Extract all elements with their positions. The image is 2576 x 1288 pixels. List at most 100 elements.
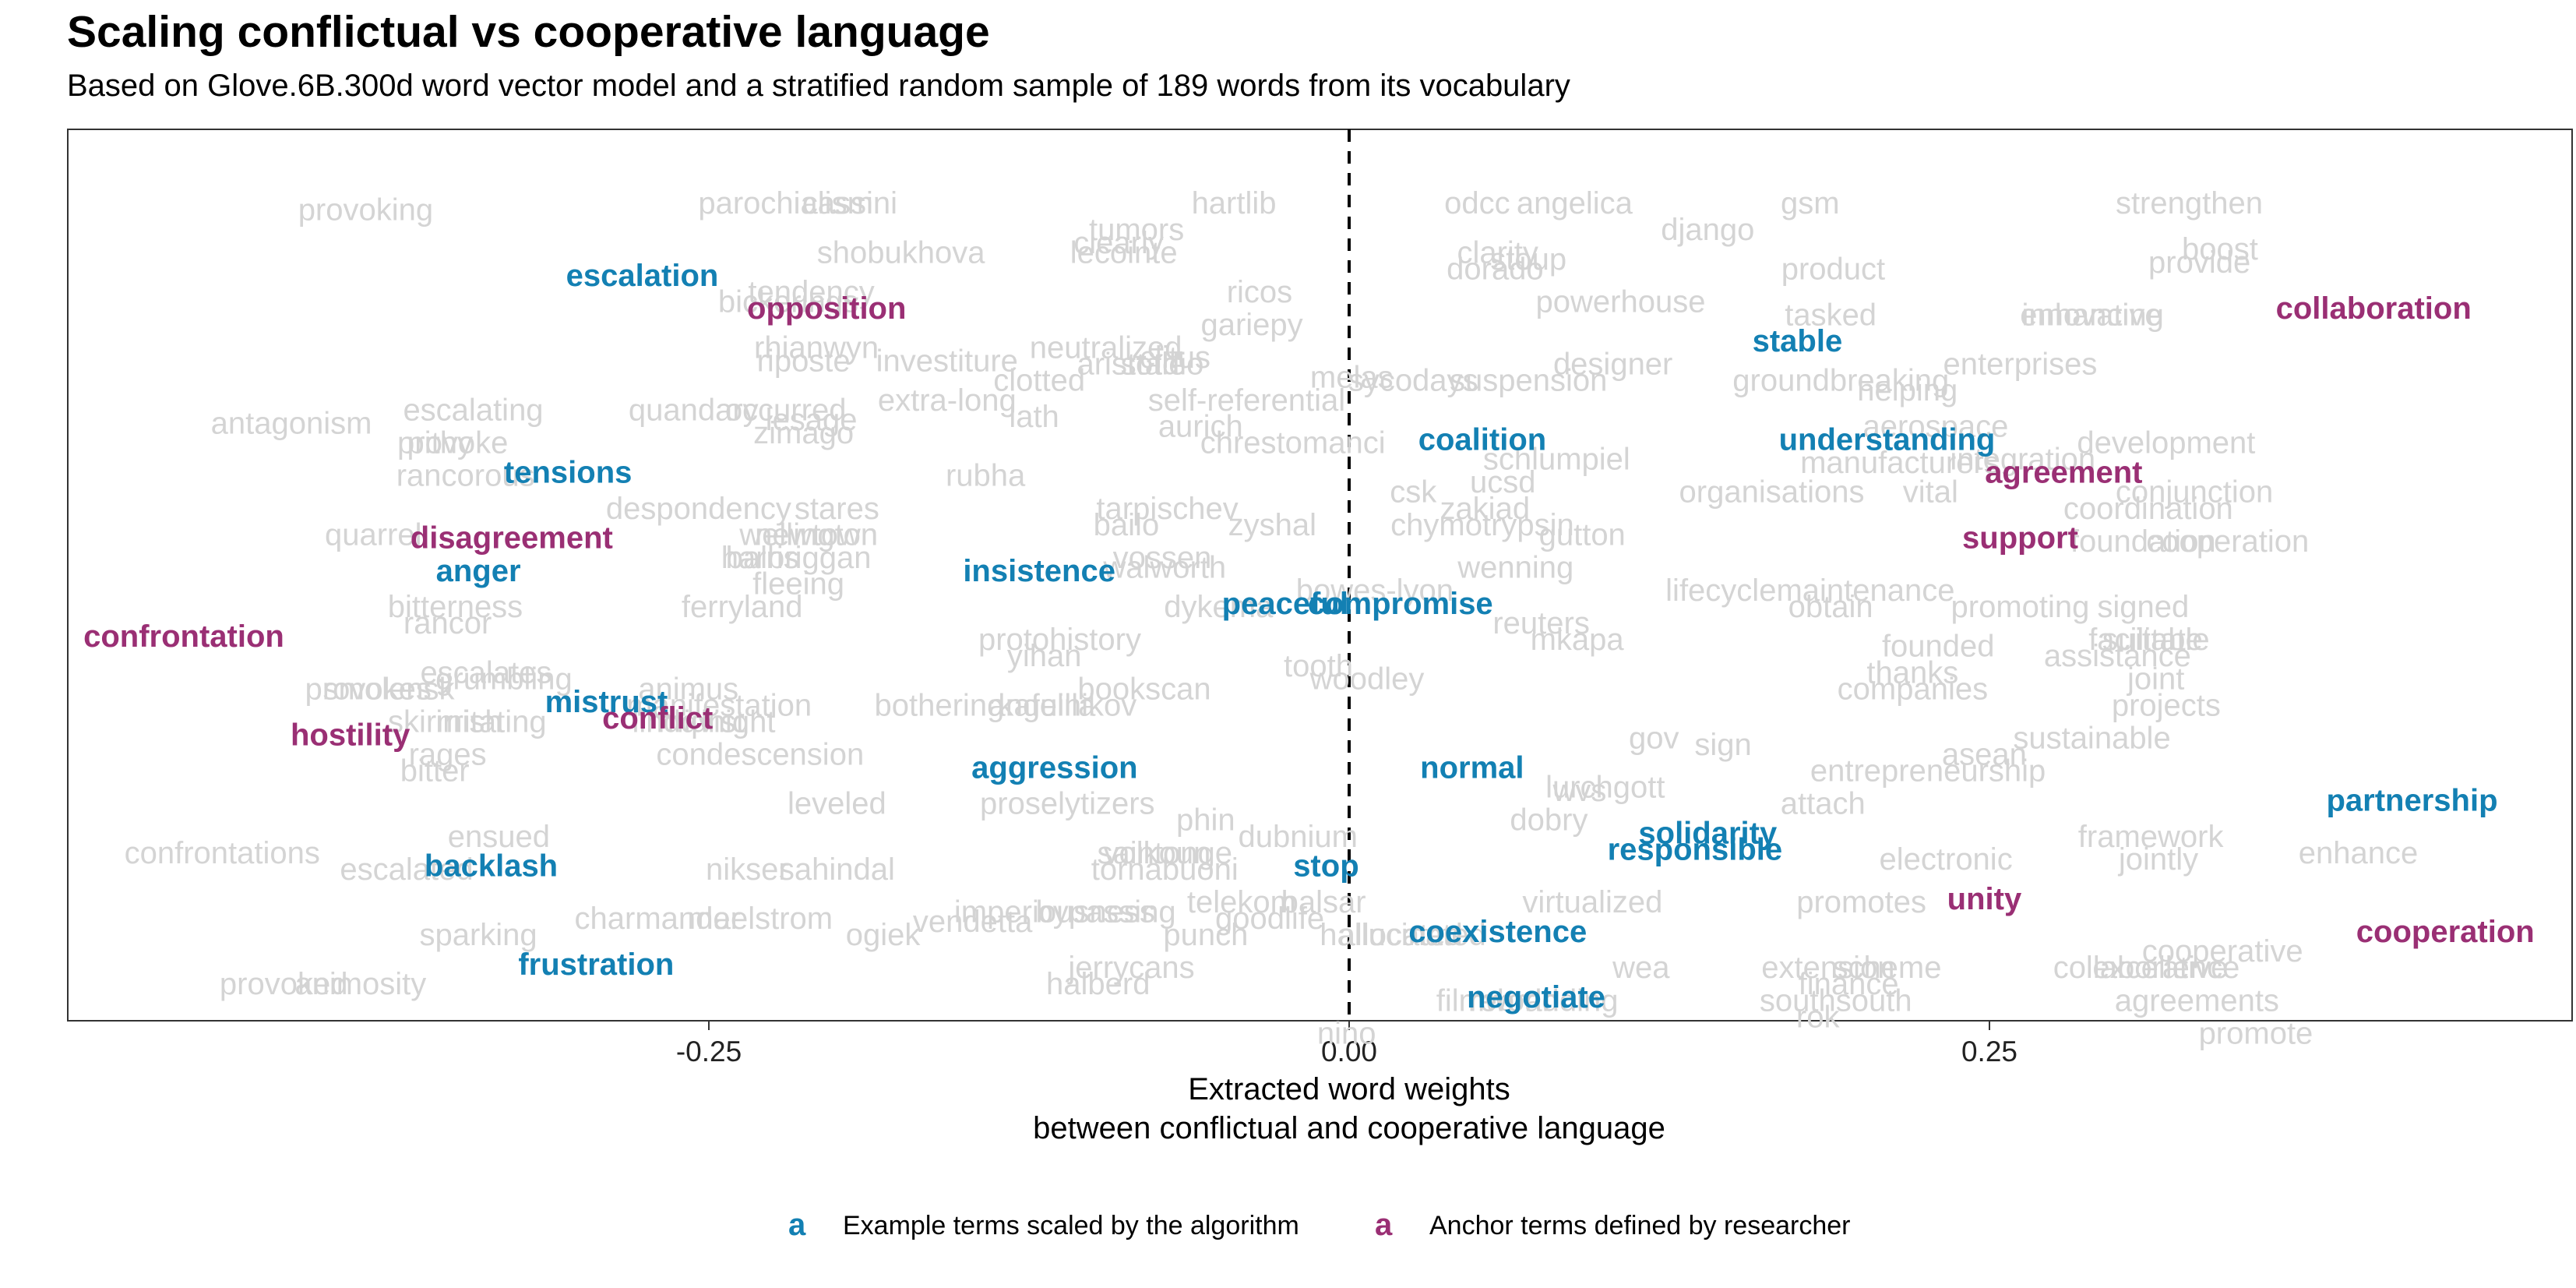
example-term: aggression [971,750,1137,785]
sample-word: self-referential [1148,383,1345,418]
sample-word: confrontations [125,836,320,870]
sample-word: despondency [606,492,791,526]
sample-word: suitable [2102,623,2210,657]
anchor-term: conflict [602,701,713,736]
sample-word: hartlib [1192,186,1277,221]
example-term: compromise [1308,587,1493,621]
sample-word: jointly [2118,842,2198,877]
example-term: frustration [518,947,674,982]
sample-word: ricos [1227,275,1292,309]
sample-word: integration [1950,443,2095,477]
sample-word: joint [2127,662,2184,697]
sample-word: pithy [407,426,474,461]
sample-word: proselytizers [980,787,1155,821]
sample-word: ferryland [682,590,803,624]
sample-word: gov [1629,721,1679,755]
example-term: mistrust [545,685,668,719]
sample-word: dorado [1447,252,1544,286]
anchor-term: confrontation [83,619,284,654]
sample-word: parochialism [698,186,873,221]
anchor-term: hostility [291,718,411,752]
sample-word: founded [1882,630,1995,664]
sample-word: quarrel [325,517,422,552]
sample-word: tendency [748,275,874,309]
sample-word: wellington [738,517,878,552]
legend-label-anchor: Anchor terms defined by researcher [1429,1211,1851,1240]
chart-subtitle: Based on Glove.6B.300d word vector model… [67,69,1570,103]
sample-word: conjunction [2116,475,2273,510]
sample-word: innovative [2021,298,2162,332]
sample-word: escalated [340,852,473,887]
sample-word: bailo [1094,508,1160,542]
chart-title: Scaling conflictual vs cooperative langu… [67,7,990,57]
sample-word: nino [1317,1016,1376,1050]
sample-word: stoup [1490,242,1566,277]
sample-word: promoting [1951,590,2090,624]
legend-key-anchor: a [1375,1208,1393,1242]
sample-word: vendetta [913,905,1033,939]
example-term: stop [1293,849,1358,884]
sample-word: chrestomanci [1200,426,1386,461]
example-term: tensions [504,455,632,489]
sample-word: provide [2148,245,2250,280]
sample-word: balbriggan [726,541,872,575]
sample-word: zimago [753,416,854,450]
sample-word: goodlife [1215,902,1324,936]
sample-word: powerhouse [1536,285,1706,319]
sample-word: django [1661,213,1754,247]
sample-word: wenning [1457,551,1573,585]
sample-word: tarpischev [1096,492,1238,526]
sample-word: boost [2182,232,2258,266]
x-tick-label: 0.00 [1321,1036,1377,1067]
sample-word: development [2077,426,2255,461]
x-axis-label-line2: between conflictual and cooperative lang… [1033,1111,1665,1145]
sample-word: rubha [946,459,1026,493]
sample-word: chymotrypsin [1390,508,1574,542]
sample-word: rancor [403,606,492,640]
sample-word: vital [1903,475,1958,510]
example-term: responsible [1608,833,1783,867]
sample-word: cooperative [2142,934,2303,969]
sample-word: protohistory [978,623,1141,657]
sample-word: zyshal [1228,508,1316,542]
sample-word: ogiek [846,918,922,952]
sample-word: dobry [1510,803,1588,838]
sample-word: cooperation [2146,524,2309,559]
sample-word: odcc [1444,186,1510,221]
sample-word: zakiad [1440,492,1530,526]
example-term: coexistence [1408,915,1587,949]
example-term: understanding [1779,422,1996,457]
sample-word: sycodays [1348,364,1478,398]
sample-word: animosity [294,967,426,1001]
sample-word: angelica [1517,186,1633,221]
sample-word: leveled [788,787,886,821]
sample-word: woodley [1309,662,1425,697]
sample-word: lurchgott [1545,771,1665,805]
sample-word: entrepreneurship [1810,754,2046,789]
sample-word: sign [1694,728,1751,762]
sample-word: companies [1838,672,1988,706]
sample-word: cassini [802,186,897,221]
sample-word: punch [1163,918,1248,952]
sample-word: rebranding [1469,983,1618,1018]
sample-word: provoke [397,426,508,461]
sample-word: aurich [1158,410,1243,444]
sample-word: anguilla [988,688,1096,722]
x-axis-label-line1: Extracted word weights [1188,1072,1510,1106]
sample-word: condescension [656,738,864,772]
sample-word: bitter [400,754,470,789]
x-tick-label: -0.25 [676,1036,742,1067]
sample-word: tasked [1785,298,1876,332]
sample-word: kafelnikov [998,688,1136,722]
sample-word: telekom [1187,885,1296,919]
anchor-term: disagreement [411,521,613,556]
legend-key-example: a [788,1208,806,1242]
sample-word: fleeing [752,567,844,602]
sample-word: gariepy [1200,308,1302,342]
sample-word: shobukhova [817,235,985,270]
sample-word: volkoun [1103,836,1210,870]
sample-word: grumbling [435,662,573,697]
sample-word: lath [1009,400,1059,434]
sample-word: facilitate [2088,623,2203,657]
